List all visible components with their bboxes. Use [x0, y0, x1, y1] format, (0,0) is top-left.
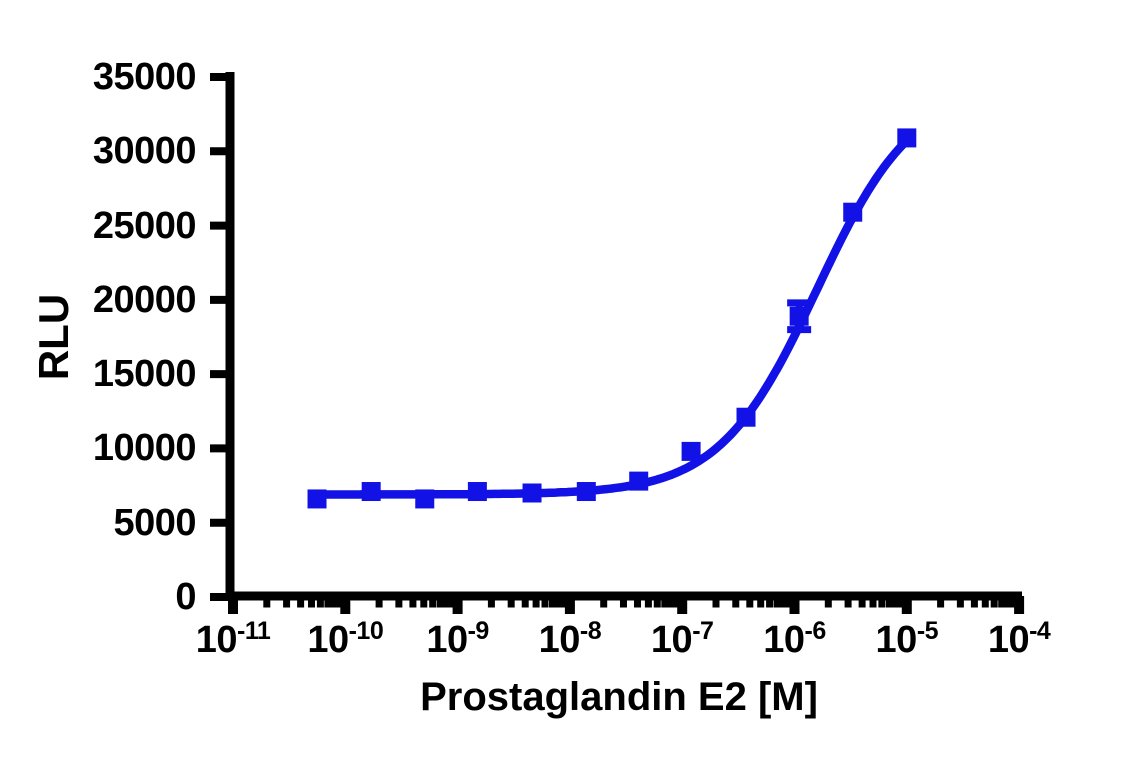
x-tick-exponent: -5	[916, 617, 939, 645]
y-tick-label: 20000	[92, 278, 197, 321]
data-point-marker	[467, 482, 487, 502]
data-point-marker	[576, 482, 596, 502]
data-point-marker	[897, 128, 917, 148]
data-point-marker	[789, 306, 809, 326]
x-tick-exponent: -11	[237, 617, 271, 645]
x-tick-label: 10-4	[949, 611, 1089, 660]
x-tick-base: 10	[763, 619, 805, 661]
x-tick-base: 10	[426, 619, 468, 661]
data-point-marker	[307, 489, 327, 509]
x-tick-label: 10-8	[500, 611, 640, 660]
y-tick-label: 30000	[92, 130, 197, 173]
x-axis-title: Prostaglandin E2 [M]	[420, 675, 818, 719]
x-tick-label: 10-5	[837, 611, 977, 660]
x-tick-base: 10	[307, 619, 349, 661]
x-tick-base: 10	[650, 619, 693, 661]
x-tick-exponent: -8	[579, 617, 602, 645]
data-point-marker	[629, 471, 649, 491]
x-tick-exponent: -7	[692, 617, 714, 645]
x-tick-exponent: -10	[348, 617, 384, 645]
y-tick-label: 10000	[92, 427, 197, 470]
x-tick-base: 10	[875, 619, 918, 661]
x-tick-label: 10-6	[725, 611, 865, 660]
x-tick-base: 10	[538, 619, 581, 661]
x-tick-exponent: -9	[467, 617, 490, 645]
data-point-marker	[736, 407, 756, 427]
y-tick-label: 15000	[92, 353, 197, 396]
data-point-marker	[681, 441, 701, 461]
y-tick-label: 25000	[92, 204, 197, 247]
x-tick-exponent: -6	[804, 617, 827, 645]
x-tick-label: 10-7	[612, 611, 752, 660]
y-tick-label: 0	[175, 576, 196, 618]
x-tick-base: 10	[987, 619, 1030, 661]
x-tick-label: 10-9	[388, 611, 528, 660]
x-tick-label: 10-10	[275, 611, 415, 660]
y-axis-title: RLU	[30, 293, 77, 381]
data-point-marker	[415, 489, 435, 509]
data-point-marker	[522, 483, 542, 503]
x-tick-label: 10-11	[163, 611, 303, 660]
data-point-marker	[361, 482, 381, 502]
x-tick-base: 10	[195, 619, 238, 661]
y-tick-label: 5000	[113, 501, 196, 544]
fit-curve	[312, 136, 912, 499]
data-point-marker	[843, 202, 863, 222]
y-tick-label: 35000	[92, 56, 197, 98]
x-tick-exponent: -4	[1029, 617, 1051, 645]
